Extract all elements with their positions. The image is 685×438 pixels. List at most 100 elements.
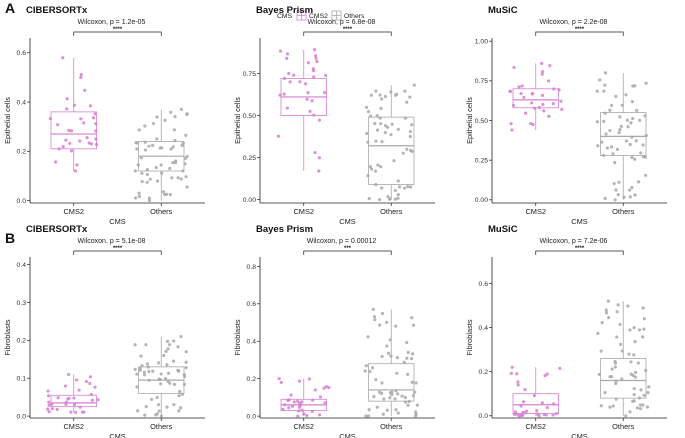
data-point: [184, 360, 188, 364]
data-point: [367, 197, 371, 201]
data-point: [532, 106, 537, 110]
data-point: [179, 406, 183, 410]
data-point: [289, 393, 293, 397]
data-point: [143, 148, 148, 152]
data-point: [616, 193, 620, 197]
data-point: [88, 104, 93, 108]
data-point: [633, 193, 637, 197]
data-point: [599, 349, 603, 353]
data-point: [93, 112, 97, 116]
data-point: [540, 72, 544, 76]
data-point: [541, 70, 545, 74]
y-tick-label: 0.25: [243, 155, 256, 162]
y-tick-label: 0.0: [17, 198, 27, 205]
data-point: [164, 349, 168, 353]
data-point: [396, 192, 400, 197]
data-point: [166, 371, 171, 375]
data-point: [366, 414, 370, 418]
data-point: [641, 306, 645, 310]
data-point: [408, 129, 413, 134]
x-tick-label-cms2: CMS2: [63, 422, 84, 431]
data-point: [169, 147, 173, 151]
data-point: [375, 114, 379, 118]
data-point: [324, 73, 328, 78]
data-point: [632, 326, 636, 330]
data-point: [630, 155, 634, 160]
data-point: [380, 354, 384, 359]
data-point: [285, 106, 289, 110]
data-point: [633, 340, 637, 344]
data-point: [610, 103, 614, 108]
data-point: [626, 125, 630, 129]
data-point: [633, 157, 637, 161]
data-point: [159, 414, 163, 418]
y-tick-label: 0.1: [17, 376, 27, 383]
data-point: [318, 395, 323, 399]
data-point: [65, 107, 69, 111]
data-point: [405, 147, 409, 151]
data-point: [410, 123, 414, 127]
data-point: [171, 161, 175, 165]
data-point: [181, 169, 185, 173]
data-point: [165, 339, 170, 343]
data-point: [306, 91, 310, 95]
data-point: [166, 379, 170, 383]
data-point: [166, 347, 170, 351]
data-point: [74, 410, 78, 414]
data-point: [168, 166, 172, 171]
data-point: [87, 141, 91, 145]
data-point: [551, 102, 555, 106]
panel-title: MuSiC: [488, 224, 518, 235]
data-point: [287, 71, 291, 76]
data-point: [72, 396, 76, 400]
data-point: [135, 385, 139, 389]
data-point: [532, 394, 537, 398]
data-point: [159, 382, 163, 386]
x-tick-label-cms2: CMS2: [293, 422, 314, 431]
x-axis-label: CMS: [339, 217, 355, 226]
data-point: [367, 408, 371, 412]
x-tick-label-others: Others: [612, 207, 634, 216]
y-tick-label: 1.00: [475, 39, 488, 46]
data-point: [137, 128, 141, 132]
data-point: [380, 381, 384, 385]
data-point: [638, 407, 643, 411]
data-point: [642, 317, 646, 321]
y-tick-label: 0.0: [247, 414, 257, 421]
significance-stars: ****: [575, 27, 585, 33]
data-point: [414, 412, 418, 416]
data-point: [139, 156, 143, 160]
data-point: [633, 84, 637, 88]
data-point: [157, 377, 161, 381]
data-point: [93, 385, 97, 389]
data-point: [415, 403, 420, 407]
data-point: [323, 401, 327, 405]
data-point: [165, 405, 169, 409]
data-point: [373, 169, 378, 173]
data-point: [547, 114, 551, 118]
data-point: [282, 76, 287, 80]
data-point: [389, 90, 393, 94]
data-point: [393, 197, 397, 201]
data-point: [313, 151, 317, 155]
data-point: [394, 408, 398, 412]
y-axis-label: Fibroblasts: [465, 319, 474, 355]
data-point: [69, 129, 74, 133]
data-point: [314, 54, 318, 58]
data-point: [172, 128, 176, 132]
data-point: [388, 391, 393, 395]
data-point: [306, 61, 310, 65]
data-point: [136, 409, 140, 413]
data-point: [512, 65, 516, 70]
legend-title: CMS: [277, 13, 293, 20]
data-point: [133, 367, 137, 371]
data-point: [158, 146, 162, 150]
y-tick-label: 0.2: [479, 369, 489, 376]
data-point: [317, 118, 322, 122]
data-point: [304, 82, 308, 86]
data-point: [393, 188, 397, 193]
data-point: [67, 396, 71, 400]
data-point: [383, 130, 387, 135]
data-point: [143, 373, 147, 377]
